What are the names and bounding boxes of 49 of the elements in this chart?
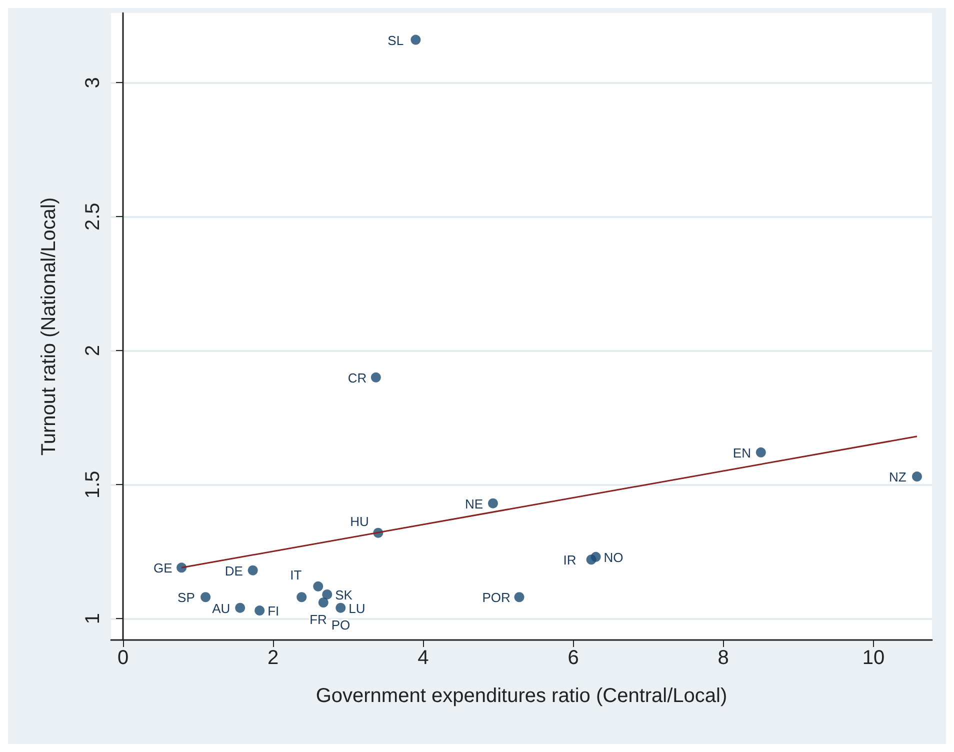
y-tick-label: 1 (82, 613, 104, 624)
annotation: EN (732, 445, 751, 460)
point (586, 554, 596, 565)
annotation: HU (350, 514, 369, 529)
annotation: IT (290, 567, 302, 582)
annotation: FR (310, 612, 327, 628)
point (296, 592, 307, 602)
point (410, 34, 421, 45)
annotation: SP (178, 590, 195, 606)
point (336, 602, 346, 613)
annotation: GE (154, 560, 173, 576)
annotation: IR (563, 552, 576, 568)
point (254, 606, 265, 616)
y-tick-label: 2.5 (82, 202, 104, 231)
annotation: AU (212, 600, 230, 616)
point (322, 589, 332, 600)
annotation: CR (348, 370, 367, 386)
x-tick-label: 10 (862, 647, 885, 669)
point (514, 592, 524, 602)
point (488, 498, 498, 508)
point (200, 592, 211, 602)
annotation: NZ (888, 470, 906, 485)
x-tick-label: 8 (718, 647, 729, 669)
annotation: NE (464, 496, 484, 512)
annotation: LU (348, 600, 366, 616)
y-tick-label: 3 (82, 77, 104, 88)
y-tick-label: 2 (82, 345, 104, 356)
y-tick-label: 1.5 (82, 470, 104, 498)
annotation: FI (268, 604, 280, 619)
annotation: SL (388, 32, 404, 48)
x-tick-label: 6 (568, 647, 579, 669)
annotation: DE (224, 563, 244, 578)
point (756, 447, 766, 458)
x-tick-label: 4 (418, 647, 429, 669)
x-axis-title: Government expenditures ratio (Central/Local) (316, 685, 728, 707)
annotation: PO (331, 617, 350, 632)
annotation: POR (482, 590, 510, 606)
point (912, 472, 922, 482)
point (248, 565, 258, 576)
annotation: SK (335, 587, 353, 602)
x-tick-label: 2 (268, 647, 279, 669)
point (318, 597, 328, 608)
point (370, 372, 381, 382)
annotation: NO (604, 550, 624, 565)
y-axis-title: Turnout ratio (National/Local) (38, 197, 60, 456)
x-tick-label: 0 (117, 647, 129, 669)
point (176, 562, 187, 573)
point (313, 581, 324, 592)
point (235, 602, 246, 613)
